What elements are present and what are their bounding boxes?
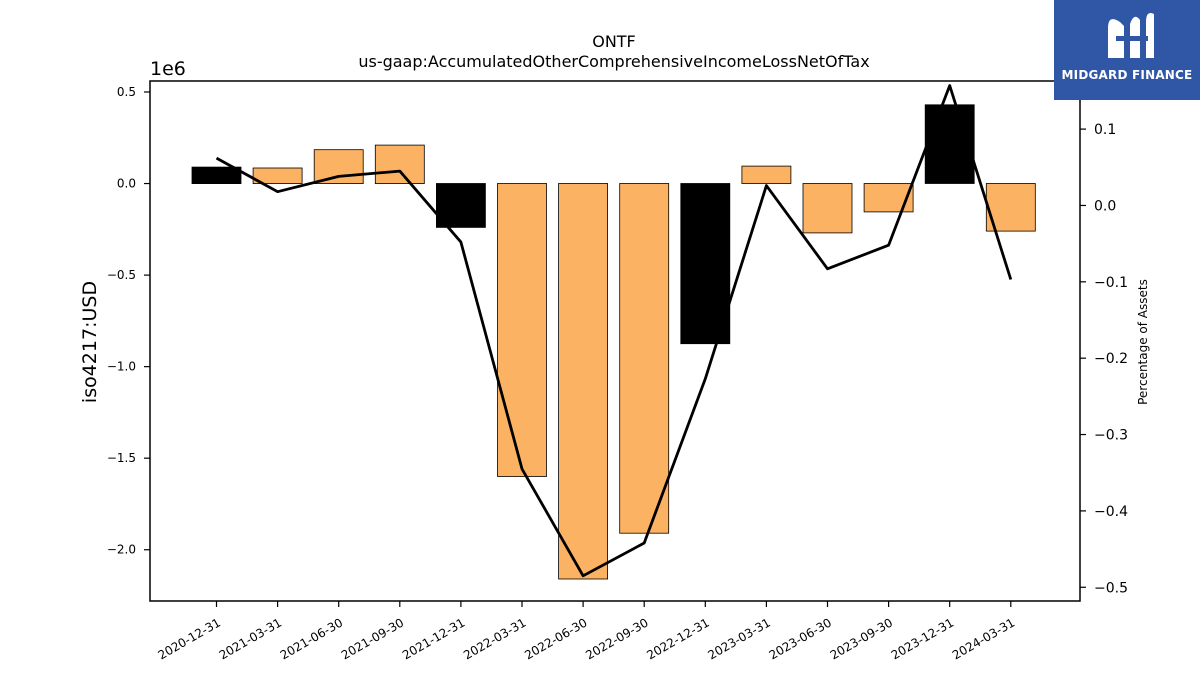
logo-mark-icon: [1108, 13, 1154, 58]
y2-axis-label: Percentage of Assets: [1136, 279, 1150, 405]
y2-tick-label: −0.5: [1094, 580, 1128, 596]
y2-tick-label: 0.0: [1094, 198, 1116, 214]
bar: [558, 183, 608, 580]
x-tick-label: 2022-03-31: [461, 615, 528, 662]
x-tick-label: 2022-12-31: [644, 615, 711, 662]
x-tick-label: 2021-03-31: [217, 615, 284, 662]
line-series-group: [215, 84, 1013, 578]
y-axis-label: iso4217:USD: [79, 281, 101, 403]
x-tick-label: 2023-06-30: [767, 615, 834, 662]
midgard-finance-logo: MIDGARD FINANCE: [1054, 0, 1200, 100]
bar: [374, 144, 425, 185]
bar: [924, 104, 975, 184]
y-tick-label: 0.0: [117, 177, 136, 191]
x-tick-label: 2023-12-31: [889, 615, 956, 662]
y-tick-label: −0.5: [107, 268, 136, 282]
y2-tick-label: −0.4: [1094, 504, 1128, 520]
y2-tick-label: −0.1: [1094, 275, 1128, 291]
chart-subtitle: us-gaap:AccumulatedOtherComprehensiveInc…: [358, 52, 869, 71]
x-tick-label: 2022-06-30: [522, 615, 589, 662]
x-tick-label: 2021-09-30: [339, 615, 406, 662]
bar-group: [191, 104, 1036, 580]
y2-tick-label: −0.2: [1094, 351, 1128, 367]
y-offset-text: 1e6: [150, 58, 186, 80]
bar: [863, 183, 914, 213]
x-tick-label: 2022-09-30: [583, 615, 650, 662]
x-tick-label: 2023-09-30: [828, 615, 895, 662]
bar: [680, 183, 731, 345]
bar: [191, 166, 242, 185]
y-tick-label: 0.5: [117, 85, 136, 99]
x-tick-label: 2021-06-30: [278, 615, 345, 662]
bar: [619, 183, 670, 534]
x-tick-label: 2020-12-31: [156, 615, 223, 662]
y2-tick-label: −0.3: [1094, 428, 1128, 444]
x-tick-label: 2021-12-31: [400, 615, 467, 662]
bar: [252, 167, 303, 185]
bar: [741, 165, 792, 184]
bar: [497, 183, 547, 477]
bar: [802, 183, 853, 234]
line-series: [215, 84, 1013, 578]
bar: [435, 183, 486, 228]
logo-text: MIDGARD FINANCE: [1061, 68, 1193, 82]
bar: [313, 149, 364, 184]
x-tick-label: 2023-03-31: [705, 615, 772, 662]
y-tick-label: −1.5: [107, 451, 136, 465]
plot-frame: [149, 80, 1081, 602]
y-tick-label: −2.0: [107, 543, 136, 557]
x-tick-label: 2024-03-31: [950, 615, 1017, 662]
y-tick-label: −1.0: [107, 360, 136, 374]
chart-title: ONTF: [592, 32, 636, 51]
y2-tick-label: 0.1: [1094, 122, 1116, 138]
